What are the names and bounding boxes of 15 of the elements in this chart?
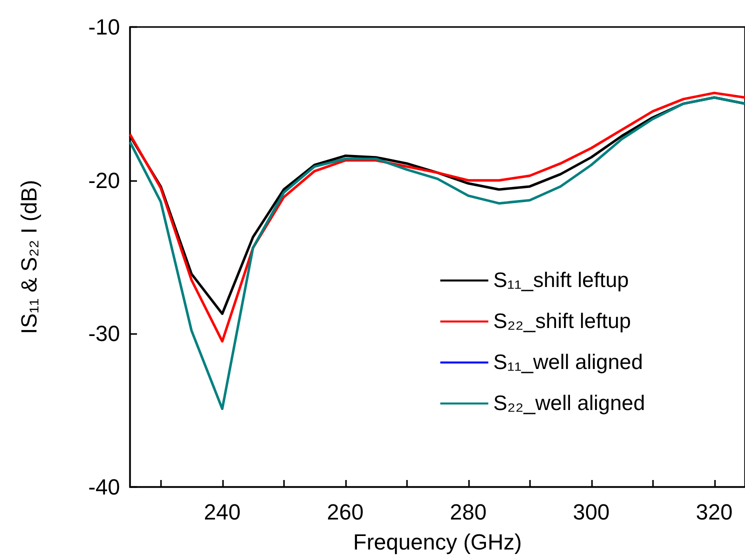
legend-label: S₂₂_well aligned bbox=[493, 392, 646, 415]
y-tick-label: -40 bbox=[88, 474, 120, 500]
y-tick-label: -20 bbox=[88, 168, 120, 193]
legend-label: S₁₁_well aligned bbox=[493, 351, 643, 374]
y-tick-label: -30 bbox=[88, 321, 120, 346]
y-tick-label: -10 bbox=[88, 14, 120, 40]
x-tick-label: 260 bbox=[326, 500, 364, 524]
x-axis-title: Frequency (GHz) bbox=[353, 530, 522, 554]
x-tick-label: 320 bbox=[696, 500, 733, 524]
x-tick-label: 240 bbox=[204, 500, 241, 524]
x-tick-label: 280 bbox=[450, 500, 487, 524]
legend-label: S₁₁_shift leftup bbox=[493, 269, 629, 292]
x-tick-label: 300 bbox=[572, 500, 610, 524]
legend-label: S₂₂_shift leftup bbox=[493, 310, 631, 333]
y-axis-title: IS₁₁ & S₂₂ I (dB) bbox=[16, 180, 42, 334]
